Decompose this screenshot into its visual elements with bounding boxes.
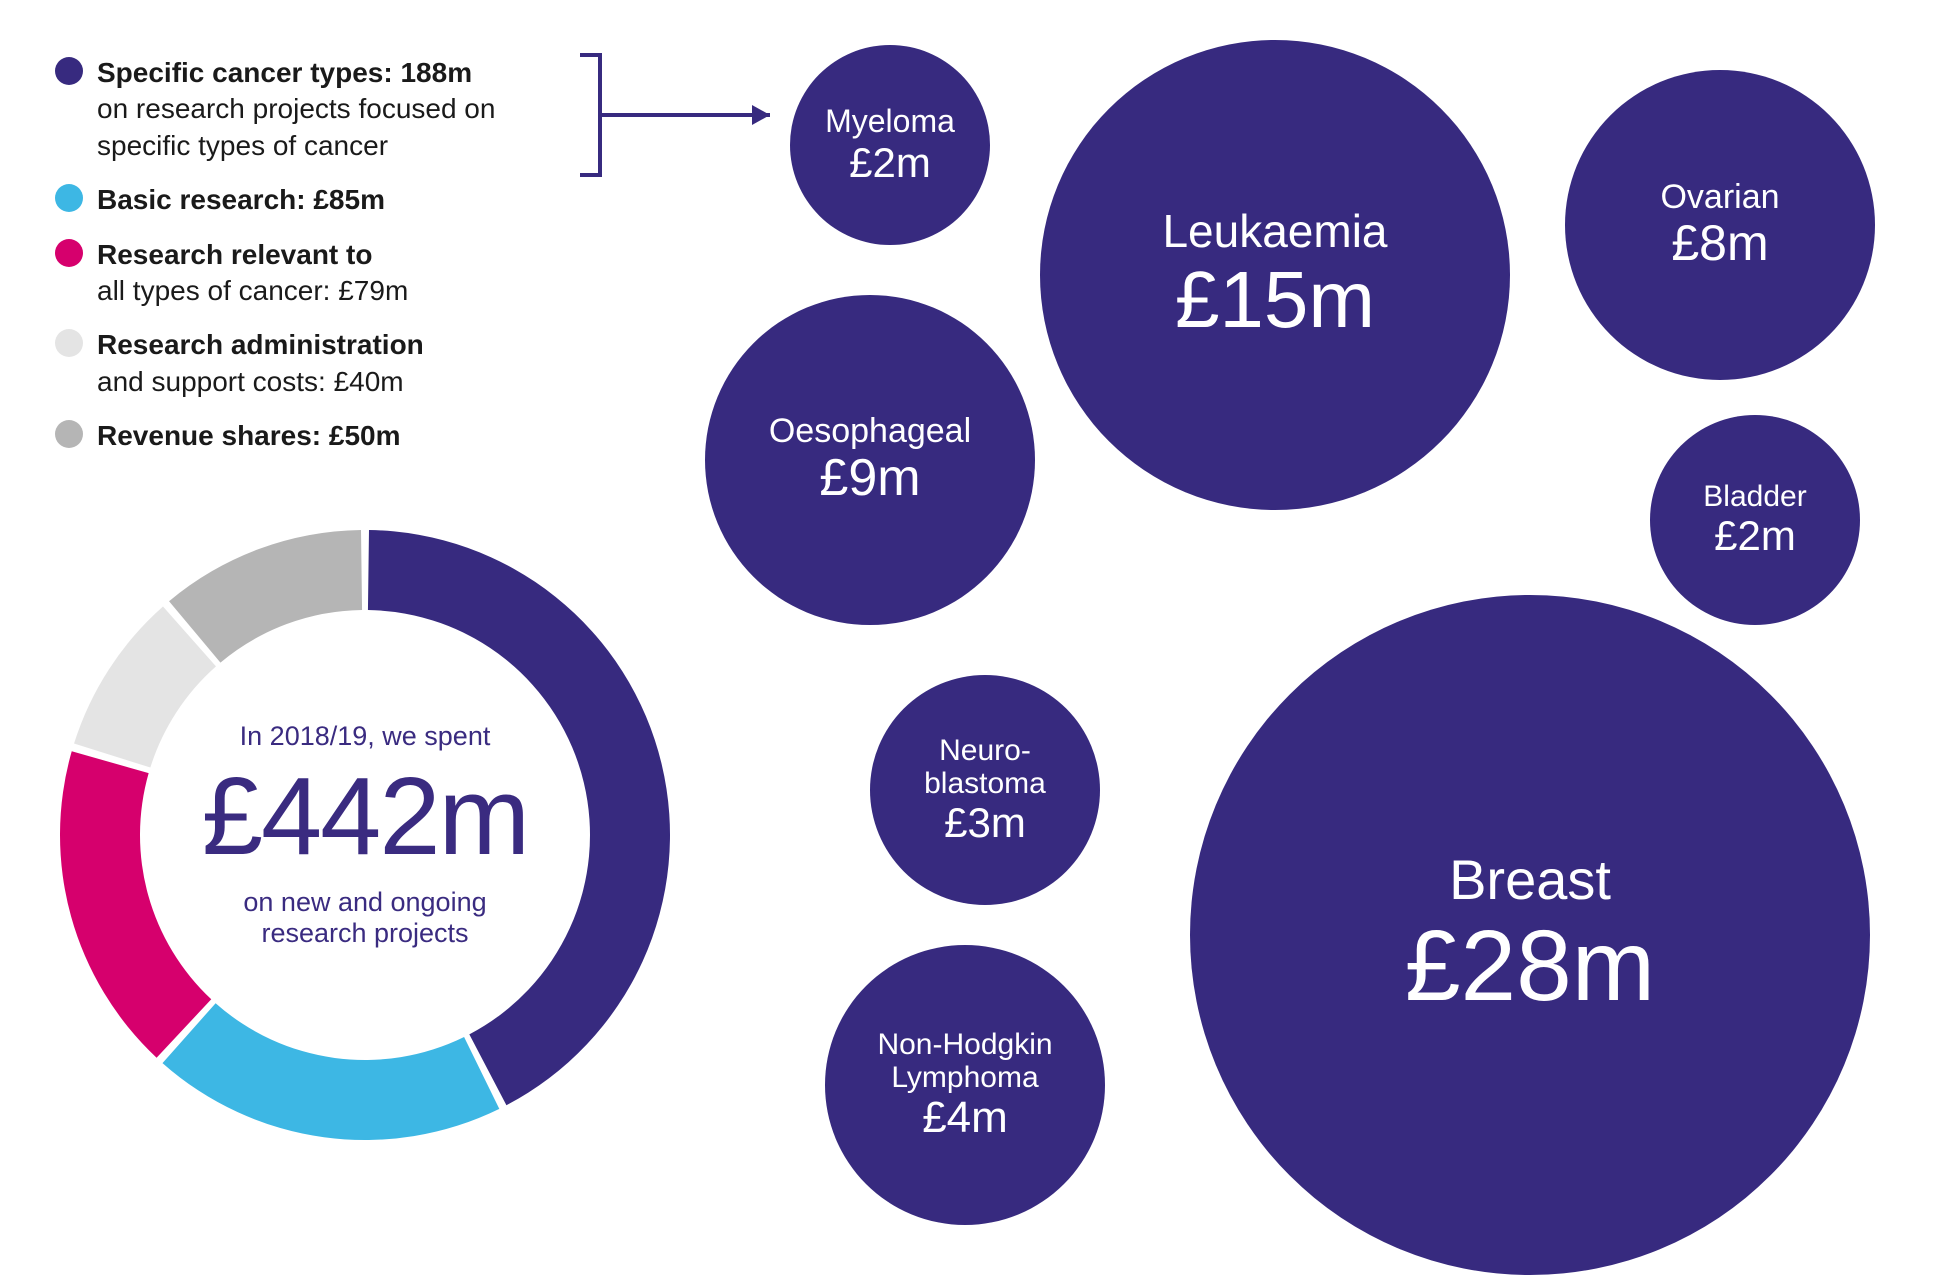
legend-item: Research administrationand support costs… bbox=[55, 327, 575, 400]
legend-item: Research relevant toall types of cancer:… bbox=[55, 237, 575, 310]
bubble: Breast£28m bbox=[1190, 595, 1870, 1275]
legend-swatch bbox=[55, 239, 83, 267]
bubble-value: £2m bbox=[849, 140, 931, 186]
bubble-label: Oesophageal bbox=[769, 413, 971, 450]
legend-item: Revenue shares: £50m bbox=[55, 418, 575, 454]
bubble-value: £9m bbox=[819, 450, 920, 507]
bubble: Neuro-blastoma£3m bbox=[870, 675, 1100, 905]
bubble-label: Bladder bbox=[1703, 480, 1806, 513]
donut-post-text-1: on new and ongoing bbox=[243, 887, 486, 918]
bubble-value: £8m bbox=[1671, 216, 1768, 271]
legend-label: Research relevant toall types of cancer:… bbox=[97, 237, 408, 310]
legend-label: Specific cancer types: 188mon research p… bbox=[97, 55, 575, 164]
bubble: Myeloma£2m bbox=[790, 45, 990, 245]
legend-swatch bbox=[55, 184, 83, 212]
donut-big-value: £442m bbox=[202, 756, 528, 877]
legend-swatch bbox=[55, 329, 83, 357]
donut-pre-text: In 2018/19, we spent bbox=[240, 721, 491, 752]
bubble: Oesophageal£9m bbox=[705, 295, 1035, 625]
bubble-value: £28m bbox=[1405, 911, 1655, 1021]
bubble-label: Leukaemia bbox=[1162, 206, 1387, 257]
bubble-label: Breast bbox=[1449, 849, 1611, 911]
bubble: Ovarian£8m bbox=[1565, 70, 1875, 380]
bubble-value: £15m bbox=[1175, 256, 1375, 344]
bubble-value: £4m bbox=[922, 1094, 1008, 1142]
bubble: Leukaemia£15m bbox=[1040, 40, 1510, 510]
donut-post-text-2: research projects bbox=[261, 918, 468, 949]
legend-swatch bbox=[55, 57, 83, 85]
legend-item: Basic research: £85m bbox=[55, 182, 575, 218]
legend-swatch bbox=[55, 420, 83, 448]
bubble-label: Myeloma bbox=[825, 104, 955, 139]
bubble-label: Neuro-blastoma bbox=[924, 734, 1046, 800]
legend-item: Specific cancer types: 188mon research p… bbox=[55, 55, 575, 164]
donut-center-text: In 2018/19, we spent £442m on new and on… bbox=[60, 530, 670, 1140]
legend: Specific cancer types: 188mon research p… bbox=[55, 55, 575, 473]
donut-chart: In 2018/19, we spent £442m on new and on… bbox=[60, 530, 670, 1140]
bubble: Non-HodgkinLymphoma£4m bbox=[825, 945, 1105, 1225]
bubble-label: Ovarian bbox=[1660, 179, 1779, 216]
bubble-label: Non-HodgkinLymphoma bbox=[877, 1028, 1052, 1094]
bubble-value: £2m bbox=[1714, 513, 1796, 559]
bubble: Bladder£2m bbox=[1650, 415, 1860, 625]
legend-label: Basic research: £85m bbox=[97, 182, 385, 218]
legend-label: Revenue shares: £50m bbox=[97, 418, 401, 454]
bubble-value: £3m bbox=[944, 800, 1026, 846]
legend-label: Research administrationand support costs… bbox=[97, 327, 424, 400]
